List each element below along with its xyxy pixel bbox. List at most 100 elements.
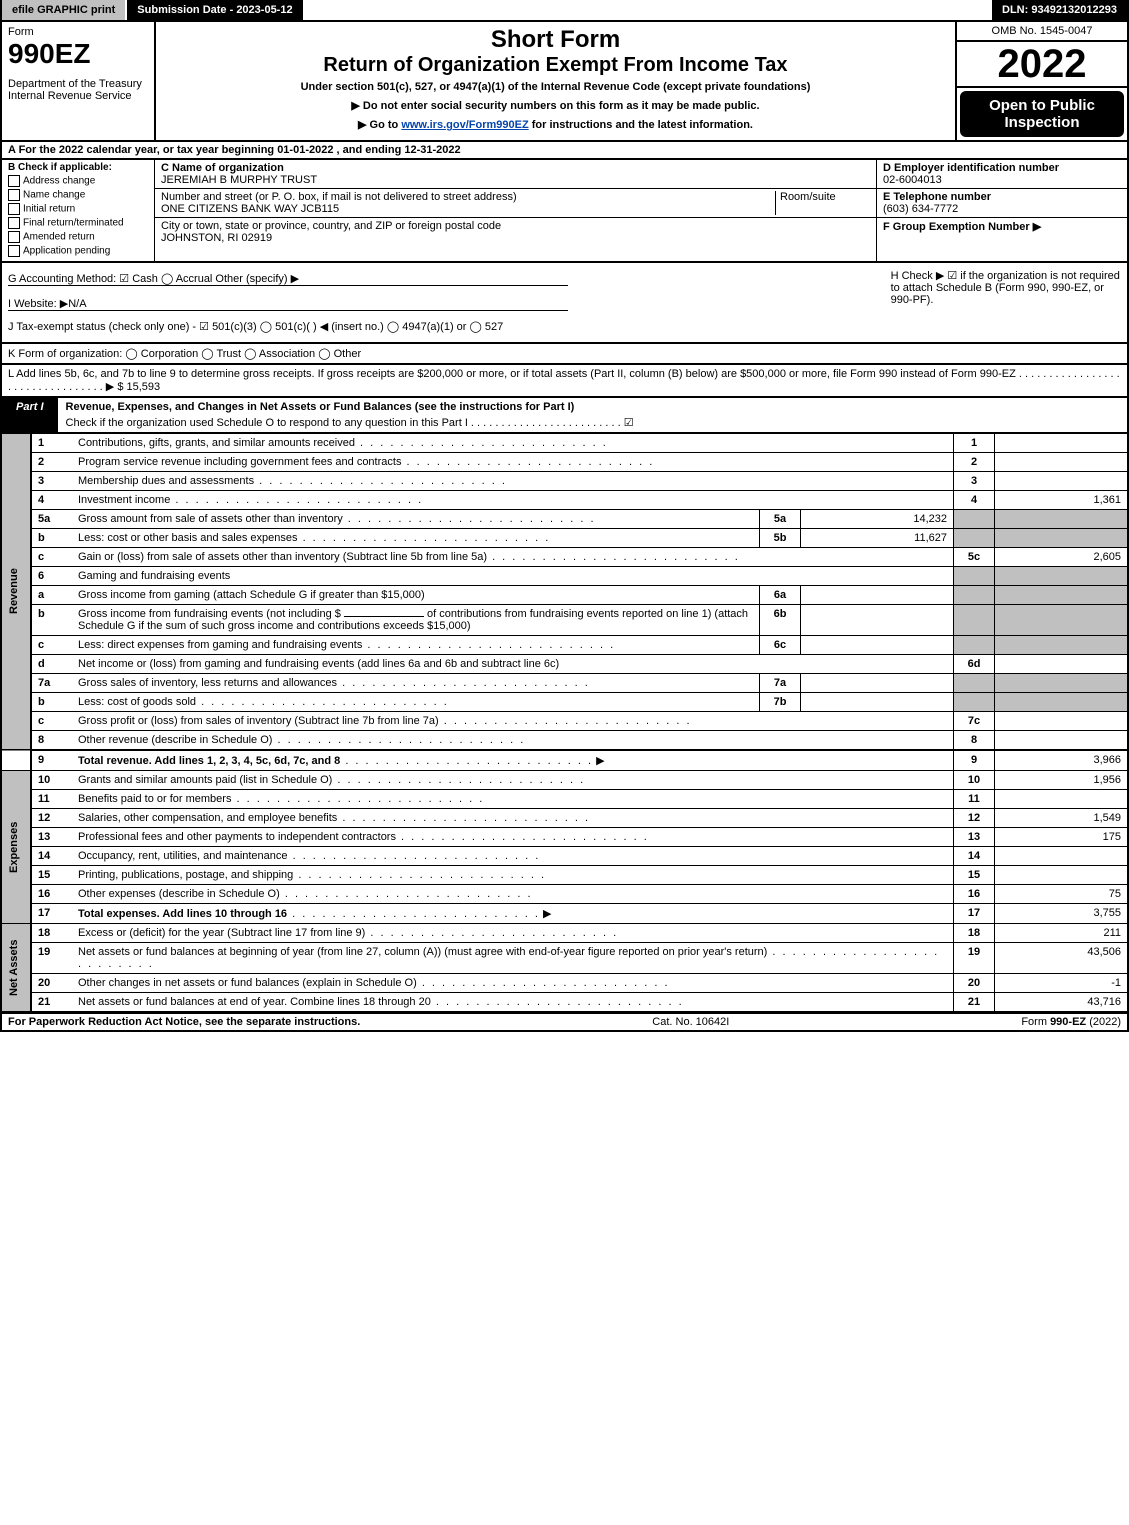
- irs-link[interactable]: www.irs.gov/Form990EZ: [401, 119, 528, 131]
- line-6a-num: a: [31, 586, 72, 605]
- line-4-box: 4: [954, 491, 995, 510]
- address-label: Number and street (or P. O. box, if mail…: [161, 191, 775, 203]
- department-label: Department of the Treasury Internal Reve…: [8, 78, 148, 102]
- footer-right: Form 990-EZ (2022): [1021, 1016, 1121, 1028]
- line-3-box: 3: [954, 472, 995, 491]
- line-16-num: 16: [31, 885, 72, 904]
- check-name-change[interactable]: Name change: [8, 189, 148, 201]
- line-6a-amt-shade: [995, 586, 1129, 605]
- line-2-amt: [995, 453, 1129, 472]
- form-header: Form 990EZ Department of the Treasury In…: [0, 20, 1129, 140]
- open-public-badge: Open to Public Inspection: [960, 91, 1124, 137]
- sidebar-expenses: Expenses: [1, 771, 31, 924]
- header-right: OMB No. 1545-0047 2022 Open to Public In…: [955, 22, 1127, 140]
- line-9-num: 9: [31, 750, 72, 771]
- line-21-num: 21: [31, 993, 72, 1012]
- section-b: B Check if applicable: Address change Na…: [2, 160, 155, 261]
- line-5b-desc: Less: cost or other basis and sales expe…: [72, 529, 760, 548]
- line-8-num: 8: [31, 731, 72, 751]
- sections-b-through-f: B Check if applicable: Address change Na…: [0, 158, 1129, 261]
- line-18-desc: Excess or (deficit) for the year (Subtra…: [72, 924, 954, 943]
- line-7a-inner-amt: [801, 674, 954, 693]
- part-1-title: Revenue, Expenses, and Changes in Net As…: [58, 398, 1127, 416]
- line-5b-shade: [954, 529, 995, 548]
- line-15-desc: Printing, publications, postage, and shi…: [72, 866, 954, 885]
- short-form-title: Short Form: [162, 26, 949, 54]
- line-11-box: 11: [954, 790, 995, 809]
- line-21-desc: Net assets or fund balances at end of ye…: [72, 993, 954, 1012]
- line-17-num: 17: [31, 904, 72, 924]
- efile-print-button[interactable]: efile GRAPHIC print: [2, 0, 127, 20]
- check-initial-return[interactable]: Initial return: [8, 203, 148, 215]
- check-amended-return[interactable]: Amended return: [8, 231, 148, 243]
- line-17-desc: Total expenses. Add lines 10 through 16 …: [72, 904, 954, 924]
- line-6a-shade: [954, 586, 995, 605]
- line-6b-inner-amt: [801, 605, 954, 636]
- city-value: JOHNSTON, RI 02919: [161, 232, 870, 244]
- line-10-box: 10: [954, 771, 995, 790]
- line-5a-inner-label: 5a: [760, 510, 801, 529]
- line-1-desc: Contributions, gifts, grants, and simila…: [72, 433, 954, 453]
- phone-value: (603) 634-7772: [883, 203, 1121, 215]
- line-5a-shade: [954, 510, 995, 529]
- address-value: ONE CITIZENS BANK WAY JCB115: [161, 203, 775, 215]
- line-7b-num: b: [31, 693, 72, 712]
- form-word: Form: [8, 26, 148, 38]
- header-center: Short Form Return of Organization Exempt…: [156, 22, 955, 140]
- line-6c-inner-amt: [801, 636, 954, 655]
- line-6b-desc: Gross income from fundraising events (no…: [72, 605, 760, 636]
- line-18-num: 18: [31, 924, 72, 943]
- city-label: City or town, state or province, country…: [161, 220, 870, 232]
- line-10-amt: 1,956: [995, 771, 1129, 790]
- footer-left: For Paperwork Reduction Act Notice, see …: [8, 1016, 360, 1028]
- tax-year: 2022: [957, 42, 1127, 88]
- check-address-change[interactable]: Address change: [8, 175, 148, 187]
- line-21-amt: 43,716: [995, 993, 1129, 1012]
- tax-exempt-status: J Tax-exempt status (check only one) - ☑…: [8, 320, 871, 333]
- line-2-desc: Program service revenue including govern…: [72, 453, 954, 472]
- line-7a-desc: Gross sales of inventory, less returns a…: [72, 674, 760, 693]
- line-6c-amt-shade: [995, 636, 1129, 655]
- line-7b-shade: [954, 693, 995, 712]
- check-application-pending[interactable]: Application pending: [8, 245, 148, 257]
- line-4-desc: Investment income: [72, 491, 954, 510]
- line-5b-amt-shade: [995, 529, 1129, 548]
- line-18-box: 18: [954, 924, 995, 943]
- submission-date-button[interactable]: Submission Date - 2023-05-12: [127, 0, 304, 20]
- line-7c-num: c: [31, 712, 72, 731]
- line-8-box: 8: [954, 731, 995, 751]
- section-c-label: C Name of organization: [161, 162, 870, 174]
- schedule-b-check: H Check ▶ ☑ if the organization is not r…: [891, 269, 1121, 336]
- line-7c-desc: Gross profit or (loss) from sales of inv…: [72, 712, 954, 731]
- line-19-amt: 43,506: [995, 943, 1129, 974]
- line-16-box: 16: [954, 885, 995, 904]
- line-20-box: 20: [954, 974, 995, 993]
- line-10-desc: Grants and similar amounts paid (list in…: [72, 771, 954, 790]
- line-7c-box: 7c: [954, 712, 995, 731]
- instruction-2: ▶ Go to www.irs.gov/Form990EZ for instru…: [162, 118, 949, 131]
- line-6d-amt: [995, 655, 1129, 674]
- line-6c-desc: Less: direct expenses from gaming and fu…: [72, 636, 760, 655]
- line-5b-num: b: [31, 529, 72, 548]
- line-13-box: 13: [954, 828, 995, 847]
- line-7b-inner-amt: [801, 693, 954, 712]
- line-9-amt: 3,966: [995, 750, 1129, 771]
- line-7a-num: 7a: [31, 674, 72, 693]
- line-5c-desc: Gain or (loss) from sale of assets other…: [72, 548, 954, 567]
- line-5a-desc: Gross amount from sale of assets other t…: [72, 510, 760, 529]
- arrow-icon: ▶: [596, 755, 604, 767]
- sections-d-e-f: D Employer identification number 02-6004…: [876, 160, 1127, 261]
- organization-name: JEREMIAH B MURPHY TRUST: [161, 174, 870, 186]
- line-6-shade: [954, 567, 995, 586]
- group-exemption-label: F Group Exemption Number ▶: [883, 220, 1121, 233]
- check-final-return[interactable]: Final return/terminated: [8, 217, 148, 229]
- sidebar-net-assets: Net Assets: [1, 924, 31, 1012]
- line-7c-amt: [995, 712, 1129, 731]
- line-5b-inner-label: 5b: [760, 529, 801, 548]
- line-1-amt: [995, 433, 1129, 453]
- line-6a-desc: Gross income from gaming (attach Schedul…: [72, 586, 760, 605]
- line-5a-inner-amt: 14,232: [801, 510, 954, 529]
- line-6c-inner-label: 6c: [760, 636, 801, 655]
- part-1-label: Part I: [2, 398, 58, 432]
- line-19-desc: Net assets or fund balances at beginning…: [72, 943, 954, 974]
